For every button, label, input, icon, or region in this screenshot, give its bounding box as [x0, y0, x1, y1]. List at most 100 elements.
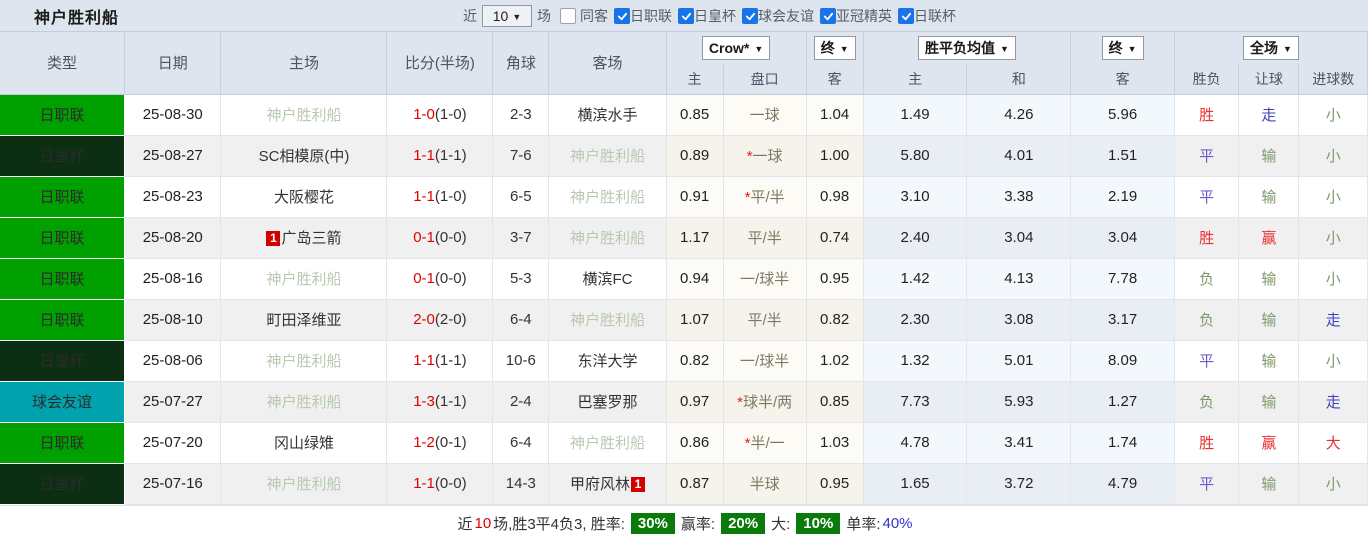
match-count-select[interactable]: 10 ▼ — [482, 5, 532, 27]
cell-away-team[interactable]: 神户胜利船 — [548, 135, 667, 177]
cell-home-team[interactable]: 1 广岛三箭 — [220, 217, 388, 259]
odds-away-value: 3.04 — [1107, 229, 1138, 246]
filter-checkbox-1[interactable] — [678, 8, 694, 24]
cell-competition-type[interactable]: 日职联 — [0, 217, 125, 259]
cell-score[interactable]: 0-1(0-0) — [386, 258, 494, 300]
cell-score[interactable]: 1-1(1-1) — [386, 135, 494, 177]
filter-checkbox-4[interactable] — [898, 8, 914, 24]
col-header-date[interactable]: 日期 — [124, 32, 222, 95]
cell-home-team[interactable]: 神户胜利船 — [220, 258, 388, 300]
scope-select[interactable]: 全场 ▼ — [1243, 36, 1299, 60]
col-header-home[interactable]: 主场 — [220, 32, 388, 95]
cell-away-team[interactable]: 神户胜利船 — [548, 299, 667, 341]
filter-checkbox-3[interactable] — [820, 8, 836, 24]
cell-home-team[interactable]: SC相模原(中) — [220, 135, 388, 177]
cell-score[interactable]: 1-1(0-0) — [386, 463, 494, 505]
cell-away-team[interactable]: 神户胜利船 — [548, 217, 667, 259]
cell-result-hcap: 输 — [1238, 299, 1300, 341]
col-header-result-goals[interactable]: 进球数 — [1298, 64, 1368, 95]
table-row[interactable]: 日职联 25-08-23 大阪樱花 1-1(1-0) 6-5 神户胜利船 0.91 *平/半 0… — [0, 176, 1368, 218]
cell-score[interactable]: 0-1(0-0) — [386, 217, 494, 259]
hcap-home-odds: 0.82 — [679, 352, 710, 369]
col-header-hcap-away[interactable]: 客 — [806, 64, 864, 95]
table-row[interactable]: 日皇杯 25-08-06 神户胜利船 1-1(1-1) 10-6 东洋大学 0.82 一/球半… — [0, 340, 1368, 382]
same-venue-checkbox[interactable] — [560, 8, 576, 24]
cell-result-goals: 走 — [1298, 299, 1368, 341]
result-win-lose: 胜 — [1199, 230, 1215, 247]
bookmaker-select[interactable]: Crow* ▼ — [701, 36, 771, 60]
filter-checkbox-2[interactable] — [742, 8, 758, 24]
cell-competition-type[interactable]: 日皇杯 — [0, 340, 125, 382]
filter-label-1[interactable]: 日皇杯 — [694, 8, 736, 24]
col-header-odds-home[interactable]: 主 — [863, 64, 968, 95]
cell-away-team[interactable]: 甲府风林 1 — [548, 463, 667, 505]
odds-period-select[interactable]: 终 ▼ — [1101, 36, 1144, 60]
col-header-odds-draw[interactable]: 和 — [966, 64, 1072, 95]
cell-home-team[interactable]: 神户胜利船 — [220, 463, 388, 505]
result-win-lose: 平 — [1199, 148, 1215, 165]
hcap-line-value: *一球 — [746, 148, 783, 165]
col-header-score[interactable]: 比分(半场) — [386, 32, 494, 95]
away-team-name: 巴塞罗那 — [577, 394, 638, 411]
cell-score[interactable]: 1-3(1-1) — [386, 381, 494, 423]
hcap-line-value: *平/半 — [744, 189, 785, 206]
col-header-hcap-line[interactable]: 盘口 — [723, 64, 807, 95]
home-team-name: 神户胜利船 — [266, 476, 342, 493]
col-header-corner[interactable]: 角球 — [492, 32, 550, 95]
cell-home-team[interactable]: 神户胜利船 — [220, 340, 388, 382]
cell-away-team[interactable]: 东洋大学 — [548, 340, 667, 382]
cell-home-team[interactable]: 大阪樱花 — [220, 176, 388, 218]
table-row[interactable]: 日皇杯 25-07-16 神户胜利船 1-1(0-0) 14-3 甲府风林 1 0.87 半球 0… — [0, 463, 1368, 505]
hcap-period-select[interactable]: 终 ▼ — [813, 36, 856, 60]
cell-score[interactable]: 1-1(1-1) — [386, 340, 494, 382]
cell-score[interactable]: 1-1(1-0) — [386, 176, 494, 218]
cell-competition-type[interactable]: 日职联 — [0, 176, 125, 218]
col-header-result-wl[interactable]: 胜负 — [1174, 64, 1240, 95]
cell-away-team[interactable]: 巴塞罗那 — [548, 381, 667, 423]
result-goals: 小 — [1325, 148, 1341, 165]
cell-competition-type[interactable]: 球会友谊 — [0, 381, 125, 423]
col-header-hcap-home[interactable]: 主 — [666, 64, 724, 95]
cell-competition-type[interactable]: 日皇杯 — [0, 463, 125, 505]
cell-odds-away: 2.19 — [1070, 176, 1175, 218]
cell-score[interactable]: 2-0(2-0) — [386, 299, 494, 341]
cell-score[interactable]: 1-2(0-1) — [386, 422, 494, 464]
table-row[interactable]: 球会友谊 25-07-27 神户胜利船 1-3(1-1) 2-4 巴塞罗那 0.97 *球半/… — [0, 381, 1368, 423]
cell-away-team[interactable]: 横滨水手 — [548, 94, 667, 136]
table-row[interactable]: 日职联 25-08-20 1 广岛三箭 0-1(0-0) 3-7 神户胜利船 1.17 平/半 0… — [0, 217, 1368, 259]
table-row[interactable]: 日职联 25-08-16 神户胜利船 0-1(0-0) 5-3 横滨FC 0.94 一/球半 0… — [0, 258, 1368, 300]
filter-label-0[interactable]: 日职联 — [630, 8, 672, 24]
table-row[interactable]: 日职联 25-07-20 冈山绿雉 1-2(0-1) 6-4 神户胜利船 0.86 *半/一 1… — [0, 422, 1368, 464]
hcap-away-odds: 1.02 — [820, 352, 850, 369]
cell-competition-type[interactable]: 日皇杯 — [0, 135, 125, 177]
cell-competition-type[interactable]: 日职联 — [0, 422, 125, 464]
cell-home-team[interactable]: 町田泽维亚 — [220, 299, 388, 341]
filter-checkbox-0[interactable] — [614, 8, 630, 24]
table-row[interactable]: 日职联 25-08-10 町田泽维亚 2-0(2-0) 6-4 神户胜利船 1.07 平/半 0… — [0, 299, 1368, 341]
filter-label-2[interactable]: 球会友谊 — [758, 8, 814, 24]
cell-competition-type[interactable]: 日职联 — [0, 299, 125, 341]
cell-home-team[interactable]: 神户胜利船 — [220, 94, 388, 136]
topbar: 神户胜利船 近 10 ▼ 场 同客 日职联 日皇杯 球会友谊 亚冠精英 日联杯 — [0, 0, 1368, 32]
cell-competition-type[interactable]: 日职联 — [0, 258, 125, 300]
cell-home-team[interactable]: 神户胜利船 — [220, 381, 388, 423]
cell-home-team[interactable]: 冈山绿雉 — [220, 422, 388, 464]
filter-label-4[interactable]: 日联杯 — [914, 8, 956, 24]
col-header-odds-away[interactable]: 客 — [1070, 64, 1175, 95]
col-header-result-hcap[interactable]: 让球 — [1238, 64, 1300, 95]
col-header-away[interactable]: 客场 — [548, 32, 667, 95]
table-row[interactable]: 日职联 25-08-30 神户胜利船 1-0(1-0) 2-3 横滨水手 0.85 一球 1.0… — [0, 94, 1368, 136]
cell-away-team[interactable]: 神户胜利船 — [548, 176, 667, 218]
table-row[interactable]: 日皇杯 25-08-27 SC相模原(中) 1-1(1-1) 7-6 神户胜利船 0.89 *… — [0, 135, 1368, 177]
cell-away-team[interactable]: 神户胜利船 — [548, 422, 667, 464]
cell-result-hcap: 赢 — [1238, 217, 1300, 259]
cell-score[interactable]: 1-0(1-0) — [386, 94, 494, 136]
odds-type-select[interactable]: 胜平负均值 ▼ — [917, 36, 1016, 60]
filter-label-3[interactable]: 亚冠精英 — [836, 8, 892, 24]
col-header-type[interactable]: 类型 — [0, 32, 125, 95]
cell-away-team[interactable]: 横滨FC — [548, 258, 667, 300]
cell-competition-type[interactable]: 日职联 — [0, 94, 125, 136]
hcap-line-value: 一/球半 — [740, 271, 790, 288]
home-team-name: 神户胜利船 — [266, 394, 342, 411]
cell-odds-away: 7.78 — [1070, 258, 1175, 300]
